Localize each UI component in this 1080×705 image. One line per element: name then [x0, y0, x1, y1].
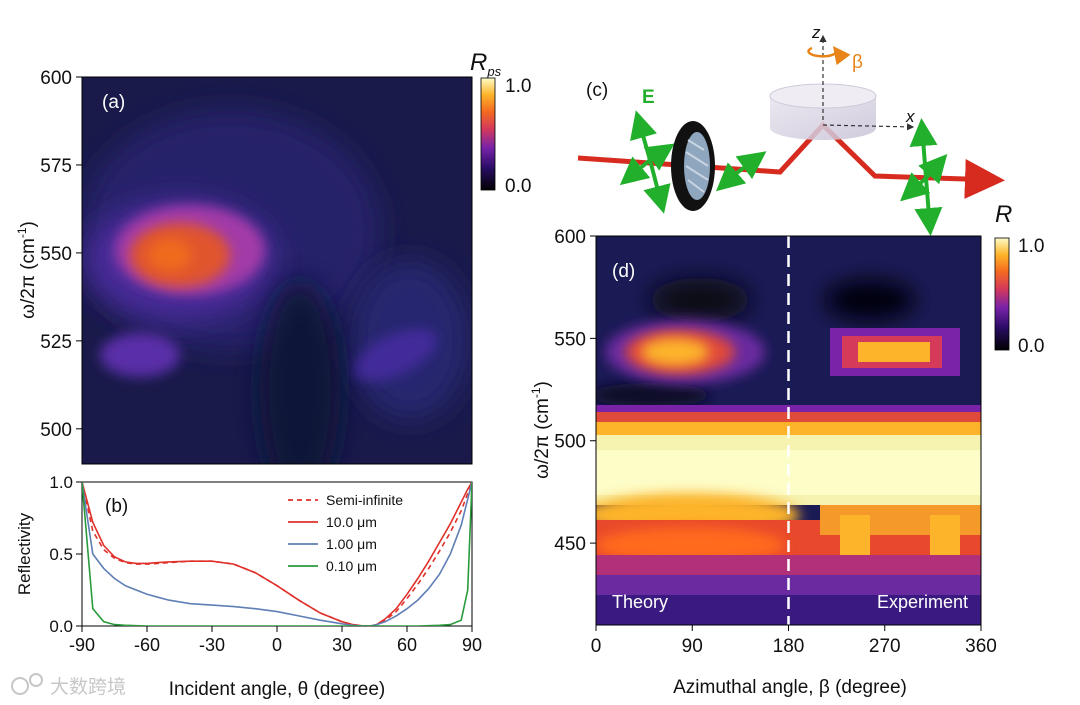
e-field-arrows-3: [900, 118, 948, 236]
panel-a-frame: [81, 76, 473, 465]
experiment-annotation: Experiment: [877, 592, 968, 612]
x-axis: [822, 123, 915, 131]
panel-b-y-tick-label: 1.0: [49, 473, 73, 492]
panel-b-y-axis: 0.0 0.5 1.0: [49, 473, 82, 636]
series-line-2: [82, 482, 472, 626]
panel-b-label: (b): [105, 496, 128, 517]
legend-label-2: 1.00 μm: [326, 536, 377, 552]
panel-b-y-label: Reflectivity: [15, 512, 34, 595]
panel-a-y-tick-label: 600: [40, 68, 72, 89]
polarizer: [671, 121, 715, 211]
z-axis-label: z: [811, 23, 821, 42]
legend-label-1: 10.0 μm: [326, 514, 377, 530]
panel-a-colorbar-max: 1.0: [505, 76, 531, 97]
legend-label-3: 0.10 μm: [326, 558, 377, 574]
rotation-label: β: [852, 52, 863, 73]
panel-a-y-label: ω/2π (cm-1): [15, 221, 39, 319]
panel-b-x-tick-label: -60: [134, 635, 160, 655]
panel-d-y-axis: 450 500 550 600: [554, 227, 596, 555]
panel-c: (c) E z x: [577, 23, 1005, 236]
panel-a-label: (a): [102, 92, 125, 113]
field-label: E: [642, 87, 655, 108]
panel-b-x-tick-label: 30: [332, 635, 352, 655]
panel-b-x-tick-label: 0: [272, 635, 282, 655]
series-line-1: [82, 482, 472, 626]
panel-d-y-tick-label: 450: [554, 534, 586, 555]
panel-a-y-tick-label: 575: [40, 156, 72, 177]
panel-a-heat-blobs: [82, 110, 470, 464]
panel-b-y-tick-label: 0.5: [49, 545, 73, 564]
panel-b-x-tick-label: -90: [69, 635, 95, 655]
panel-a-colorbar: [480, 77, 496, 191]
panel-d: (d) Theory Experiment 0 90 180 270 360 450 50…: [529, 201, 1044, 698]
panel-d-x-tick-label: 0: [591, 636, 602, 657]
panel-a-y-tick-label: 525: [40, 332, 72, 353]
series-line-3: [82, 482, 472, 626]
legend-label-0: Semi-infinite: [326, 492, 403, 508]
watermark-text: 大数跨境: [50, 676, 126, 698]
x-axis-label: x: [905, 107, 915, 126]
panel-d-x-tick-label: 90: [682, 636, 703, 657]
panel-d-colorbar-max: 1.0: [1018, 236, 1044, 257]
panel-b-x-tick-label: 90: [462, 635, 482, 655]
watermark: 大数跨境: [11, 673, 126, 698]
panel-d-x-axis: 0 90 180 270 360: [591, 625, 997, 657]
rotation-arrow-icon: [807, 46, 851, 66]
panel-d-y-tick-label: 600: [554, 227, 586, 248]
panel-d-x-label: Azimuthal angle, β (degree): [673, 677, 907, 698]
panel-a-y-axis: 500 525 550 575 600: [40, 68, 82, 441]
panel-b-y-tick-label: 0.0: [49, 617, 73, 636]
panel-b-x-tick-label: -30: [199, 635, 225, 655]
panel-d-colorbar: [994, 237, 1010, 351]
panel-d-x-tick-label: 180: [773, 636, 805, 657]
panel-b-legend: Semi-infinite 10.0 μm 1.00 μm 0.10 μm: [288, 492, 403, 574]
panel-c-label: (c): [586, 80, 608, 101]
panel-b-x-tick-label: 60: [397, 635, 417, 655]
e-field-arrows-2: [715, 151, 767, 192]
panel-a-y-tick-label: 550: [40, 244, 72, 265]
watermark-logo-icon-2: [29, 673, 43, 687]
panel-a-colorbar-min: 0.0: [505, 176, 531, 197]
panel-a-y-tick-label: 500: [40, 420, 72, 441]
panel-d-colorbar-title: R: [995, 201, 1012, 228]
watermark-logo-icon: [11, 677, 29, 695]
panel-d-y-label: ω/2π (cm-1): [529, 381, 553, 479]
panel-b-x-axis: -90 -60 -30 0 30 60 90: [69, 626, 482, 655]
e-field-arrows-1: [619, 110, 675, 214]
panel-b: -90 -60 -30 0 30 60 90 0.0 0.5 1.0 Semi-infinite…: [15, 473, 482, 700]
panel-a-colorbar-title: Rps: [470, 49, 502, 79]
panel-b-x-label: Incident angle, θ (degree): [169, 679, 386, 700]
panel-d-x-tick-label: 360: [965, 636, 997, 657]
panel-b-frame: [81, 481, 473, 627]
panel-d-label: (d): [612, 261, 635, 282]
theory-annotation: Theory: [612, 592, 668, 612]
panel-d-y-tick-label: 500: [554, 432, 586, 453]
panel-b-series: [82, 482, 472, 626]
panel-d-y-tick-label: 550: [554, 329, 586, 350]
panel-d-colorbar-min: 0.0: [1018, 336, 1044, 357]
panel-d-x-tick-label: 270: [869, 636, 901, 657]
